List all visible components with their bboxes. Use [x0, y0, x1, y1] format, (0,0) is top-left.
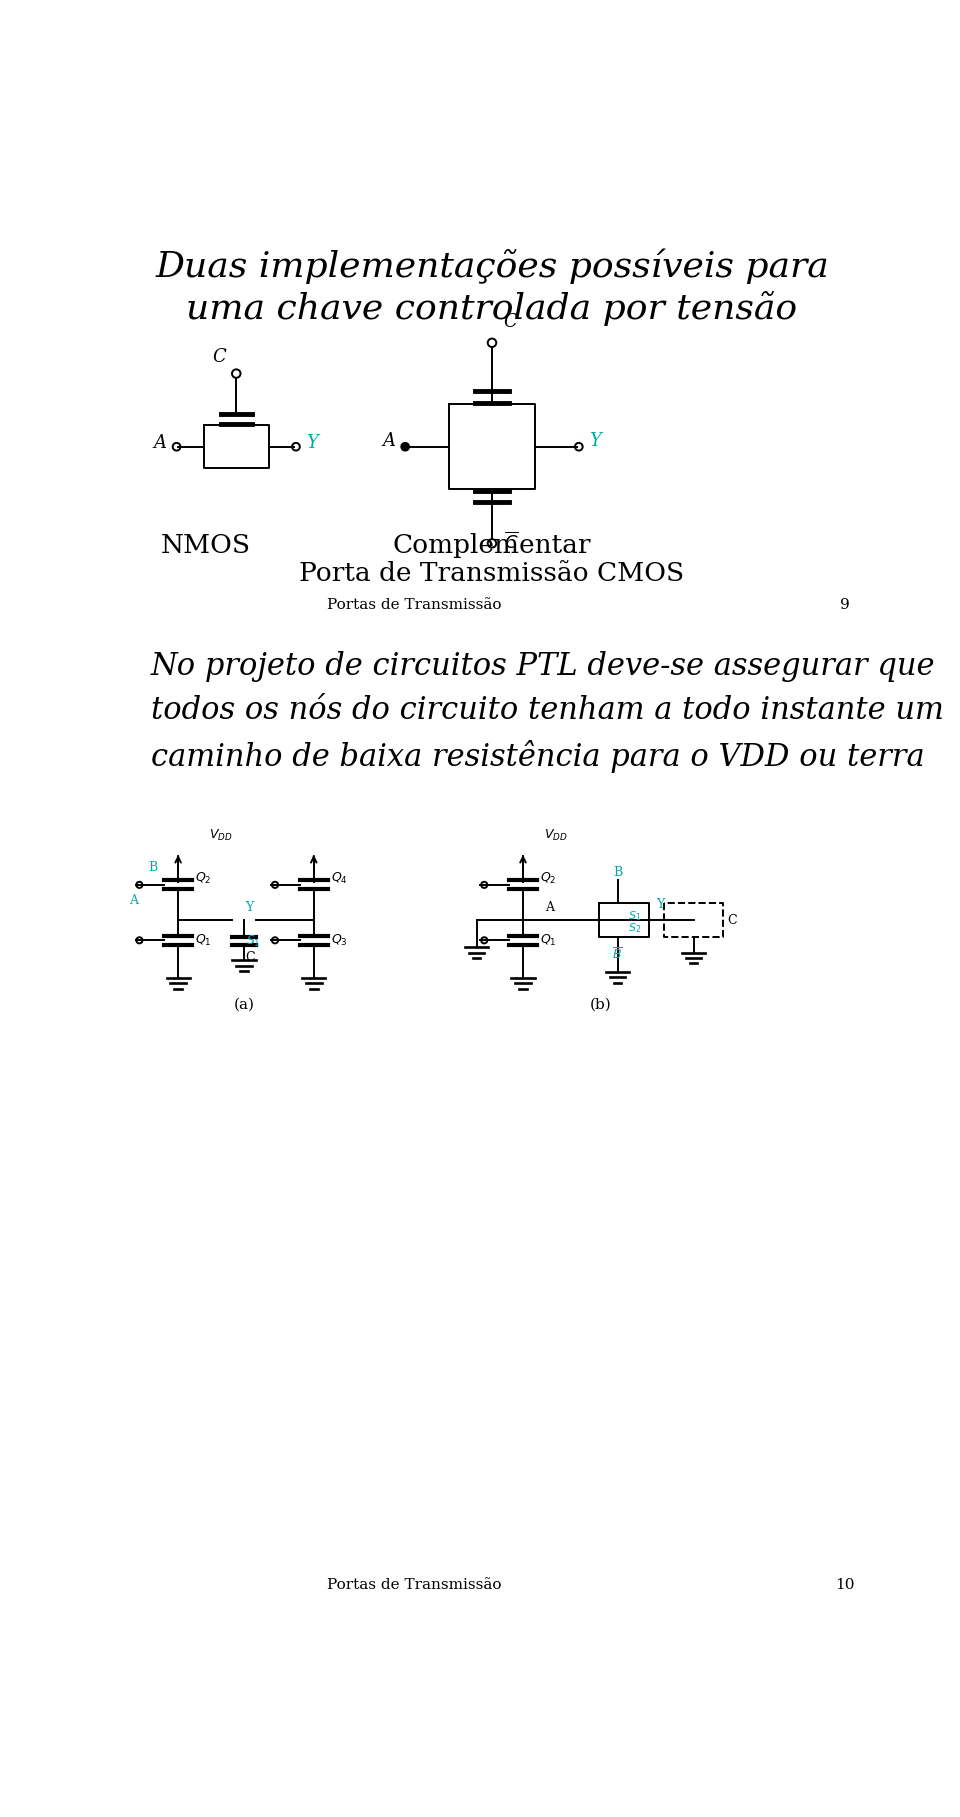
Text: $\overline{B}$: $\overline{B}$	[612, 947, 623, 961]
Text: C: C	[504, 313, 517, 331]
Text: $Q_4$: $Q_4$	[331, 870, 348, 887]
Text: NMOS: NMOS	[160, 532, 251, 558]
Text: $S_1$: $S_1$	[628, 910, 641, 923]
Text: Portas de Transmissão: Portas de Transmissão	[327, 598, 502, 612]
Text: No projeto de circuitos PTL deve-se assegurar que
todos os nós do circuito tenha: No projeto de circuitos PTL deve-se asse…	[151, 650, 944, 774]
Text: C: C	[246, 950, 255, 963]
Text: B: B	[612, 865, 622, 879]
Text: $Q_2$: $Q_2$	[540, 870, 557, 887]
Text: A: A	[544, 901, 554, 914]
Text: C: C	[728, 914, 737, 927]
Text: A: A	[382, 432, 396, 449]
Text: 10: 10	[835, 1577, 854, 1592]
Text: Portas de Transmissão: Portas de Transmissão	[327, 1577, 502, 1592]
Text: Y: Y	[588, 432, 601, 449]
Text: $\overline{C}$: $\overline{C}$	[504, 531, 518, 552]
Text: Y: Y	[246, 901, 253, 914]
Circle shape	[401, 443, 409, 451]
Text: Y: Y	[657, 898, 664, 910]
Text: $Q_1$: $Q_1$	[540, 932, 557, 948]
Text: $V_{DD}$: $V_{DD}$	[543, 829, 567, 843]
Text: $Q_2$: $Q_2$	[195, 870, 211, 887]
Text: Duas implementações possíveis para: Duas implementações possíveis para	[156, 249, 828, 283]
Text: Porta de Transmissão CMOS: Porta de Transmissão CMOS	[300, 561, 684, 587]
Text: A: A	[129, 894, 137, 907]
Text: $S_1$: $S_1$	[246, 934, 260, 948]
Text: $Q_1$: $Q_1$	[195, 932, 212, 948]
Text: uma chave controlada por tensão: uma chave controlada por tensão	[186, 291, 798, 325]
Text: B: B	[149, 861, 158, 874]
Text: (b): (b)	[589, 998, 612, 1012]
Text: Y: Y	[306, 434, 318, 452]
Text: Complementar: Complementar	[393, 532, 591, 558]
Text: $V_{DD}$: $V_{DD}$	[209, 829, 232, 843]
Text: $S_2$: $S_2$	[628, 921, 641, 936]
Text: C: C	[212, 347, 226, 365]
Text: A: A	[154, 434, 166, 452]
Text: $Q_3$: $Q_3$	[331, 932, 348, 948]
Text: (a): (a)	[233, 998, 254, 1012]
Text: 9: 9	[840, 598, 850, 612]
